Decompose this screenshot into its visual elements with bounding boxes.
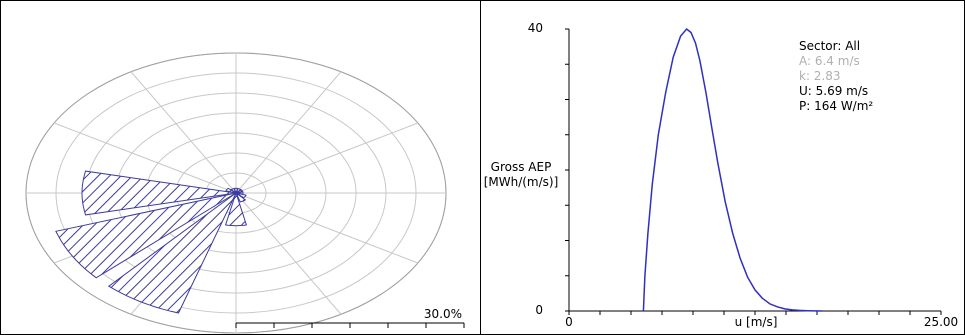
rose-sector-5 [235, 192, 247, 203]
y-tick-label-min: 0 [535, 303, 543, 317]
rose-sector-8 [55, 192, 237, 279]
rose-grid-spoke [235, 192, 419, 264]
wind-rose-sectors [55, 170, 248, 314]
aep-distribution-panel: Gross AEP [MWh/(m/s)] 40 0 0 25.00 u [m/… [481, 1, 964, 334]
x-tick-label-min: 0 [565, 315, 573, 329]
rose-sector-0 [233, 187, 239, 195]
aep-distribution-chart: Gross AEP [MWh/(m/s)] 40 0 0 25.00 u [m/… [484, 21, 958, 329]
rose-sector-3 [235, 191, 244, 195]
legend-sector: Sector: All [799, 39, 860, 53]
rose-grid-spoke [235, 122, 419, 194]
rose-sector-4 [235, 192, 247, 199]
wind-rose-scale-label: 30.0% [424, 307, 462, 321]
wind-rose-scale-bar [235, 322, 465, 328]
rose-sector-11 [230, 188, 237, 194]
rose-grid-spoke [235, 71, 342, 194]
wind-rose-panel: 30.0% [1, 1, 481, 334]
x-tick-label-max: 25.00 [924, 315, 958, 329]
rose-sector-7 [107, 192, 237, 314]
rose-sector-6 [224, 191, 248, 227]
legend-mean-speed: U: 5.69 m/s [799, 84, 868, 98]
rose-sector-10 [225, 187, 237, 194]
rose-grid-spoke [235, 192, 342, 315]
aep-series-line [642, 27, 823, 312]
legend-power-density: P: 164 W/m² [799, 99, 873, 113]
rose-sector-9 [81, 170, 237, 216]
x-axis-label: u [m/s] [735, 315, 778, 329]
legend-weibull-a: A: 6.4 m/s [799, 54, 860, 68]
rose-grid-spoke [53, 122, 237, 194]
y-tick-label-max: 40 [528, 21, 543, 35]
wind-rose-chart: 30.0% [25, 52, 465, 334]
legend-weibull-k: k: 2.83 [799, 69, 841, 83]
rose-grid-spoke [130, 71, 237, 194]
y-axis-label-line-2: [MWh/(m/s)] [484, 175, 559, 189]
aep-tick-marks [565, 28, 942, 315]
stats-legend: Sector: All A: 6.4 m/s k: 2.83 U: 5.69 m… [799, 39, 873, 113]
aep-axes [568, 29, 941, 312]
y-axis-label-line-1: Gross AEP [491, 160, 552, 174]
rose-sector-2 [235, 189, 244, 194]
